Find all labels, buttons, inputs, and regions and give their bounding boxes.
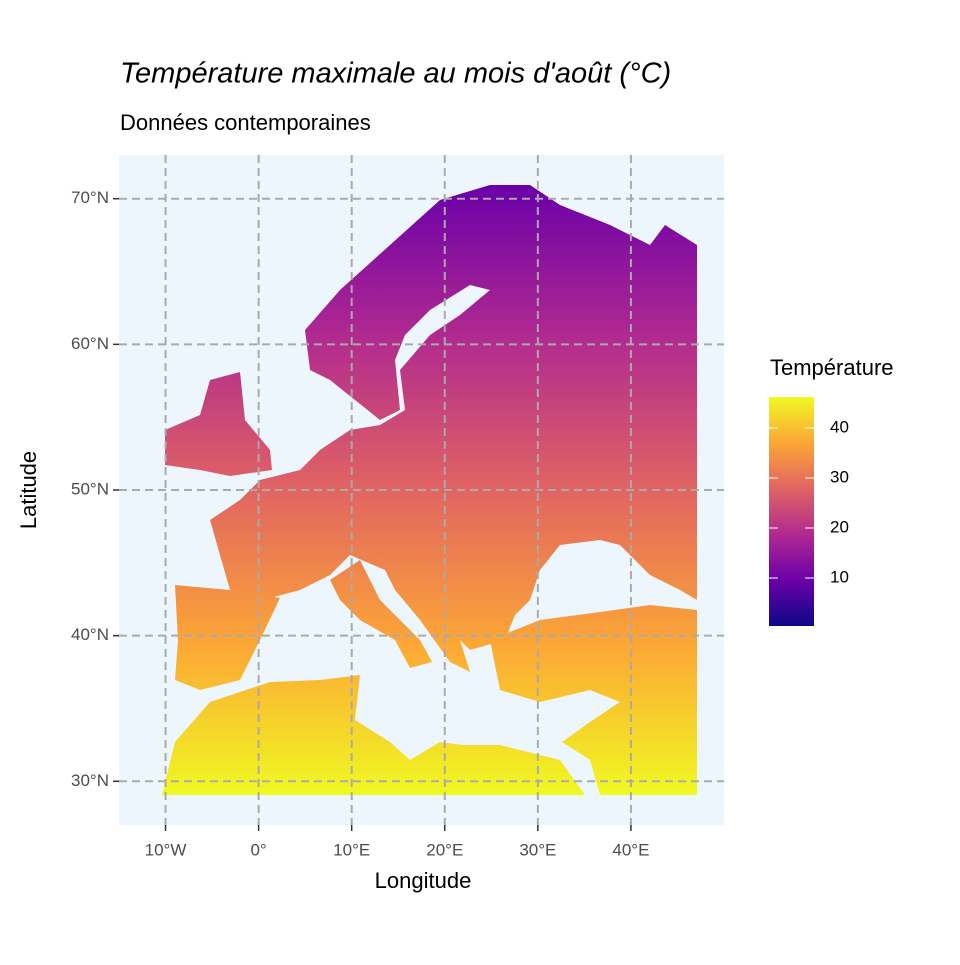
colorbar <box>769 397 814 626</box>
x-tick-label: 30°E <box>519 840 556 859</box>
y-axis-title: Latitude <box>16 451 41 529</box>
y-tick-label: 50°N <box>71 479 109 498</box>
y-tick-label: 70°N <box>71 188 109 207</box>
x-tick-label: 0° <box>250 840 266 859</box>
legend-tick-label: 20 <box>830 517 849 536</box>
land-raster <box>162 185 697 795</box>
x-axis-title: Longitude <box>375 868 472 893</box>
chart-subtitle: Données contemporaines <box>120 110 371 135</box>
x-tick-label: 10°E <box>333 840 370 859</box>
legend-tick-label: 40 <box>830 417 849 436</box>
x-tick-label: 40°E <box>612 840 649 859</box>
x-tick-label: 10°W <box>145 840 187 859</box>
y-tick-label: 60°N <box>71 334 109 353</box>
y-tick-label: 40°N <box>71 625 109 644</box>
legend-tick-label: 10 <box>830 567 849 586</box>
x-tick-label: 20°E <box>426 840 463 859</box>
legend-tick-label: 30 <box>830 467 849 486</box>
legend-title: Température <box>770 355 894 380</box>
chart-title: Température maximale au mois d'août (°C) <box>120 58 671 90</box>
y-tick-label: 30°N <box>71 771 109 790</box>
